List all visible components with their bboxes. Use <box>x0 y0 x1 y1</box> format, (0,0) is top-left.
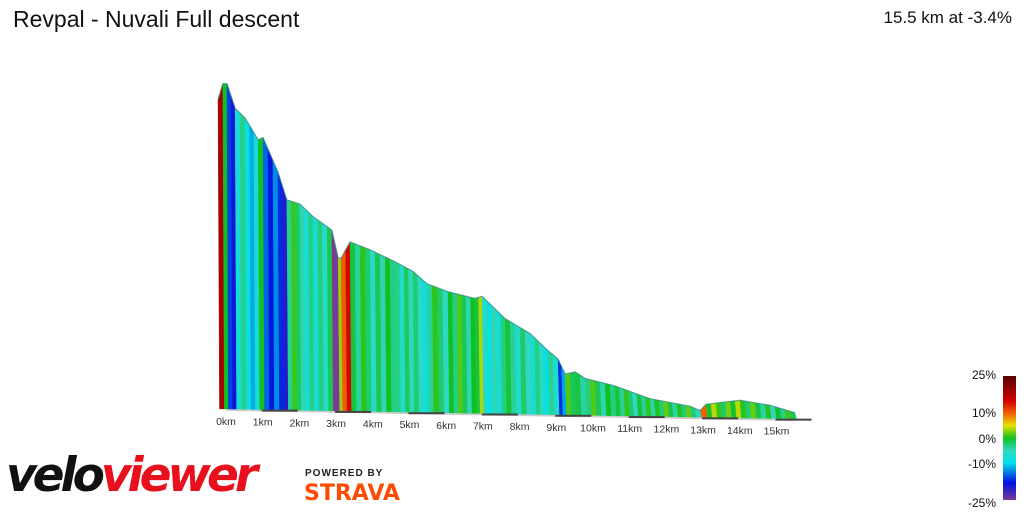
km-band <box>335 410 372 413</box>
scale-label: 25% <box>971 368 996 382</box>
scale-label: 10% <box>971 406 996 420</box>
km-band <box>408 412 445 415</box>
km-band <box>628 416 665 419</box>
x-tick-label: 1km <box>253 417 273 429</box>
x-tick-label: 13km <box>690 424 716 436</box>
x-tick-label: 8km <box>510 421 530 433</box>
gradient-color-scale <box>1003 376 1016 500</box>
strava-logo[interactable]: STRAVA <box>304 481 400 506</box>
x-tick-label: 5km <box>400 419 420 431</box>
x-tick-label: 9km <box>546 422 566 434</box>
km-band <box>775 418 812 421</box>
x-tick-label: 15km <box>764 426 790 438</box>
scale-label: -10% <box>967 457 996 471</box>
x-tick-label: 3km <box>326 418 346 430</box>
scale-label: -25% <box>967 496 996 510</box>
km-band <box>481 413 518 416</box>
x-tick-label: 4km <box>363 419 383 431</box>
km-band <box>702 417 739 420</box>
x-tick-label: 14km <box>727 425 753 437</box>
powered-by-label: POWERED BY <box>305 468 384 479</box>
x-tick-label: 12km <box>654 424 680 436</box>
route-summary: 15.5 km at -3.4% <box>883 8 1012 27</box>
x-tick-label: 11km <box>617 423 642 435</box>
km-band <box>261 409 298 412</box>
x-tick-label: 2km <box>289 417 309 429</box>
x-tick-label: 6km <box>436 420 456 432</box>
profile-outline <box>217 83 796 414</box>
veloviewer-logo[interactable]: veloviewer <box>6 448 258 503</box>
x-tick-label: 0km <box>216 416 236 428</box>
page-title: Revpal - Nuvali Full descent <box>13 6 300 32</box>
x-tick-label: 10km <box>580 422 606 434</box>
km-band <box>555 414 592 417</box>
scale-label: 0% <box>978 432 996 446</box>
x-tick-label: 7km <box>473 420 493 432</box>
